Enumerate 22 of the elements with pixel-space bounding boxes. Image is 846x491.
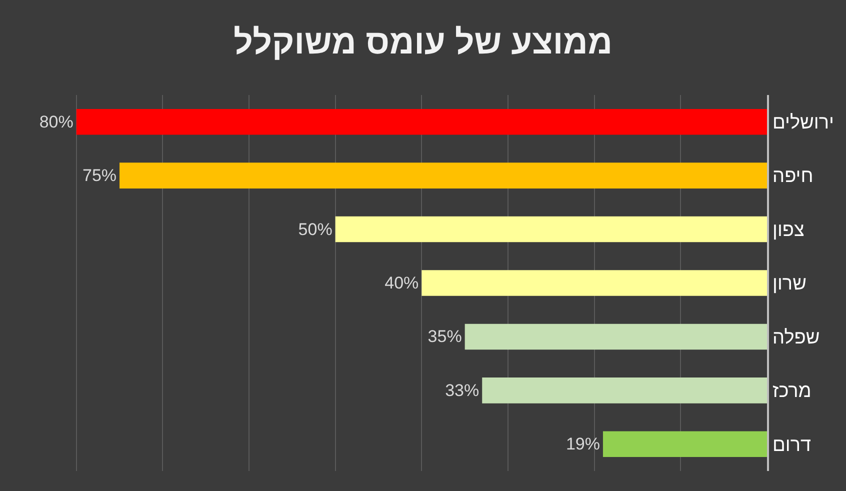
bar	[335, 216, 767, 242]
data-label: 50%	[298, 220, 332, 239]
data-label: 40%	[384, 274, 419, 292]
bar	[464, 324, 767, 350]
bar	[482, 378, 767, 404]
bar	[76, 108, 767, 135]
bar	[120, 162, 767, 188]
y-tick-label: חיפה	[772, 166, 814, 188]
y-tick-label: שרון	[772, 274, 807, 295]
y-tick-label: דרום	[772, 434, 812, 456]
bar	[422, 270, 767, 296]
data-label: 80%	[39, 112, 74, 132]
bar	[602, 431, 767, 458]
y-tick-label: מרכז	[772, 381, 812, 402]
data-label: 19%	[566, 434, 600, 454]
chart-title: ממוצע של עומס משוקלל	[234, 23, 612, 62]
data-label: 33%	[445, 380, 480, 400]
y-tick-label: שפלה	[772, 327, 820, 348]
data-label: 35%	[428, 327, 462, 346]
data-label: 75%	[82, 166, 117, 186]
y-tick-label: צפון	[772, 220, 804, 241]
y-tick-label: ירושלים	[772, 112, 834, 134]
